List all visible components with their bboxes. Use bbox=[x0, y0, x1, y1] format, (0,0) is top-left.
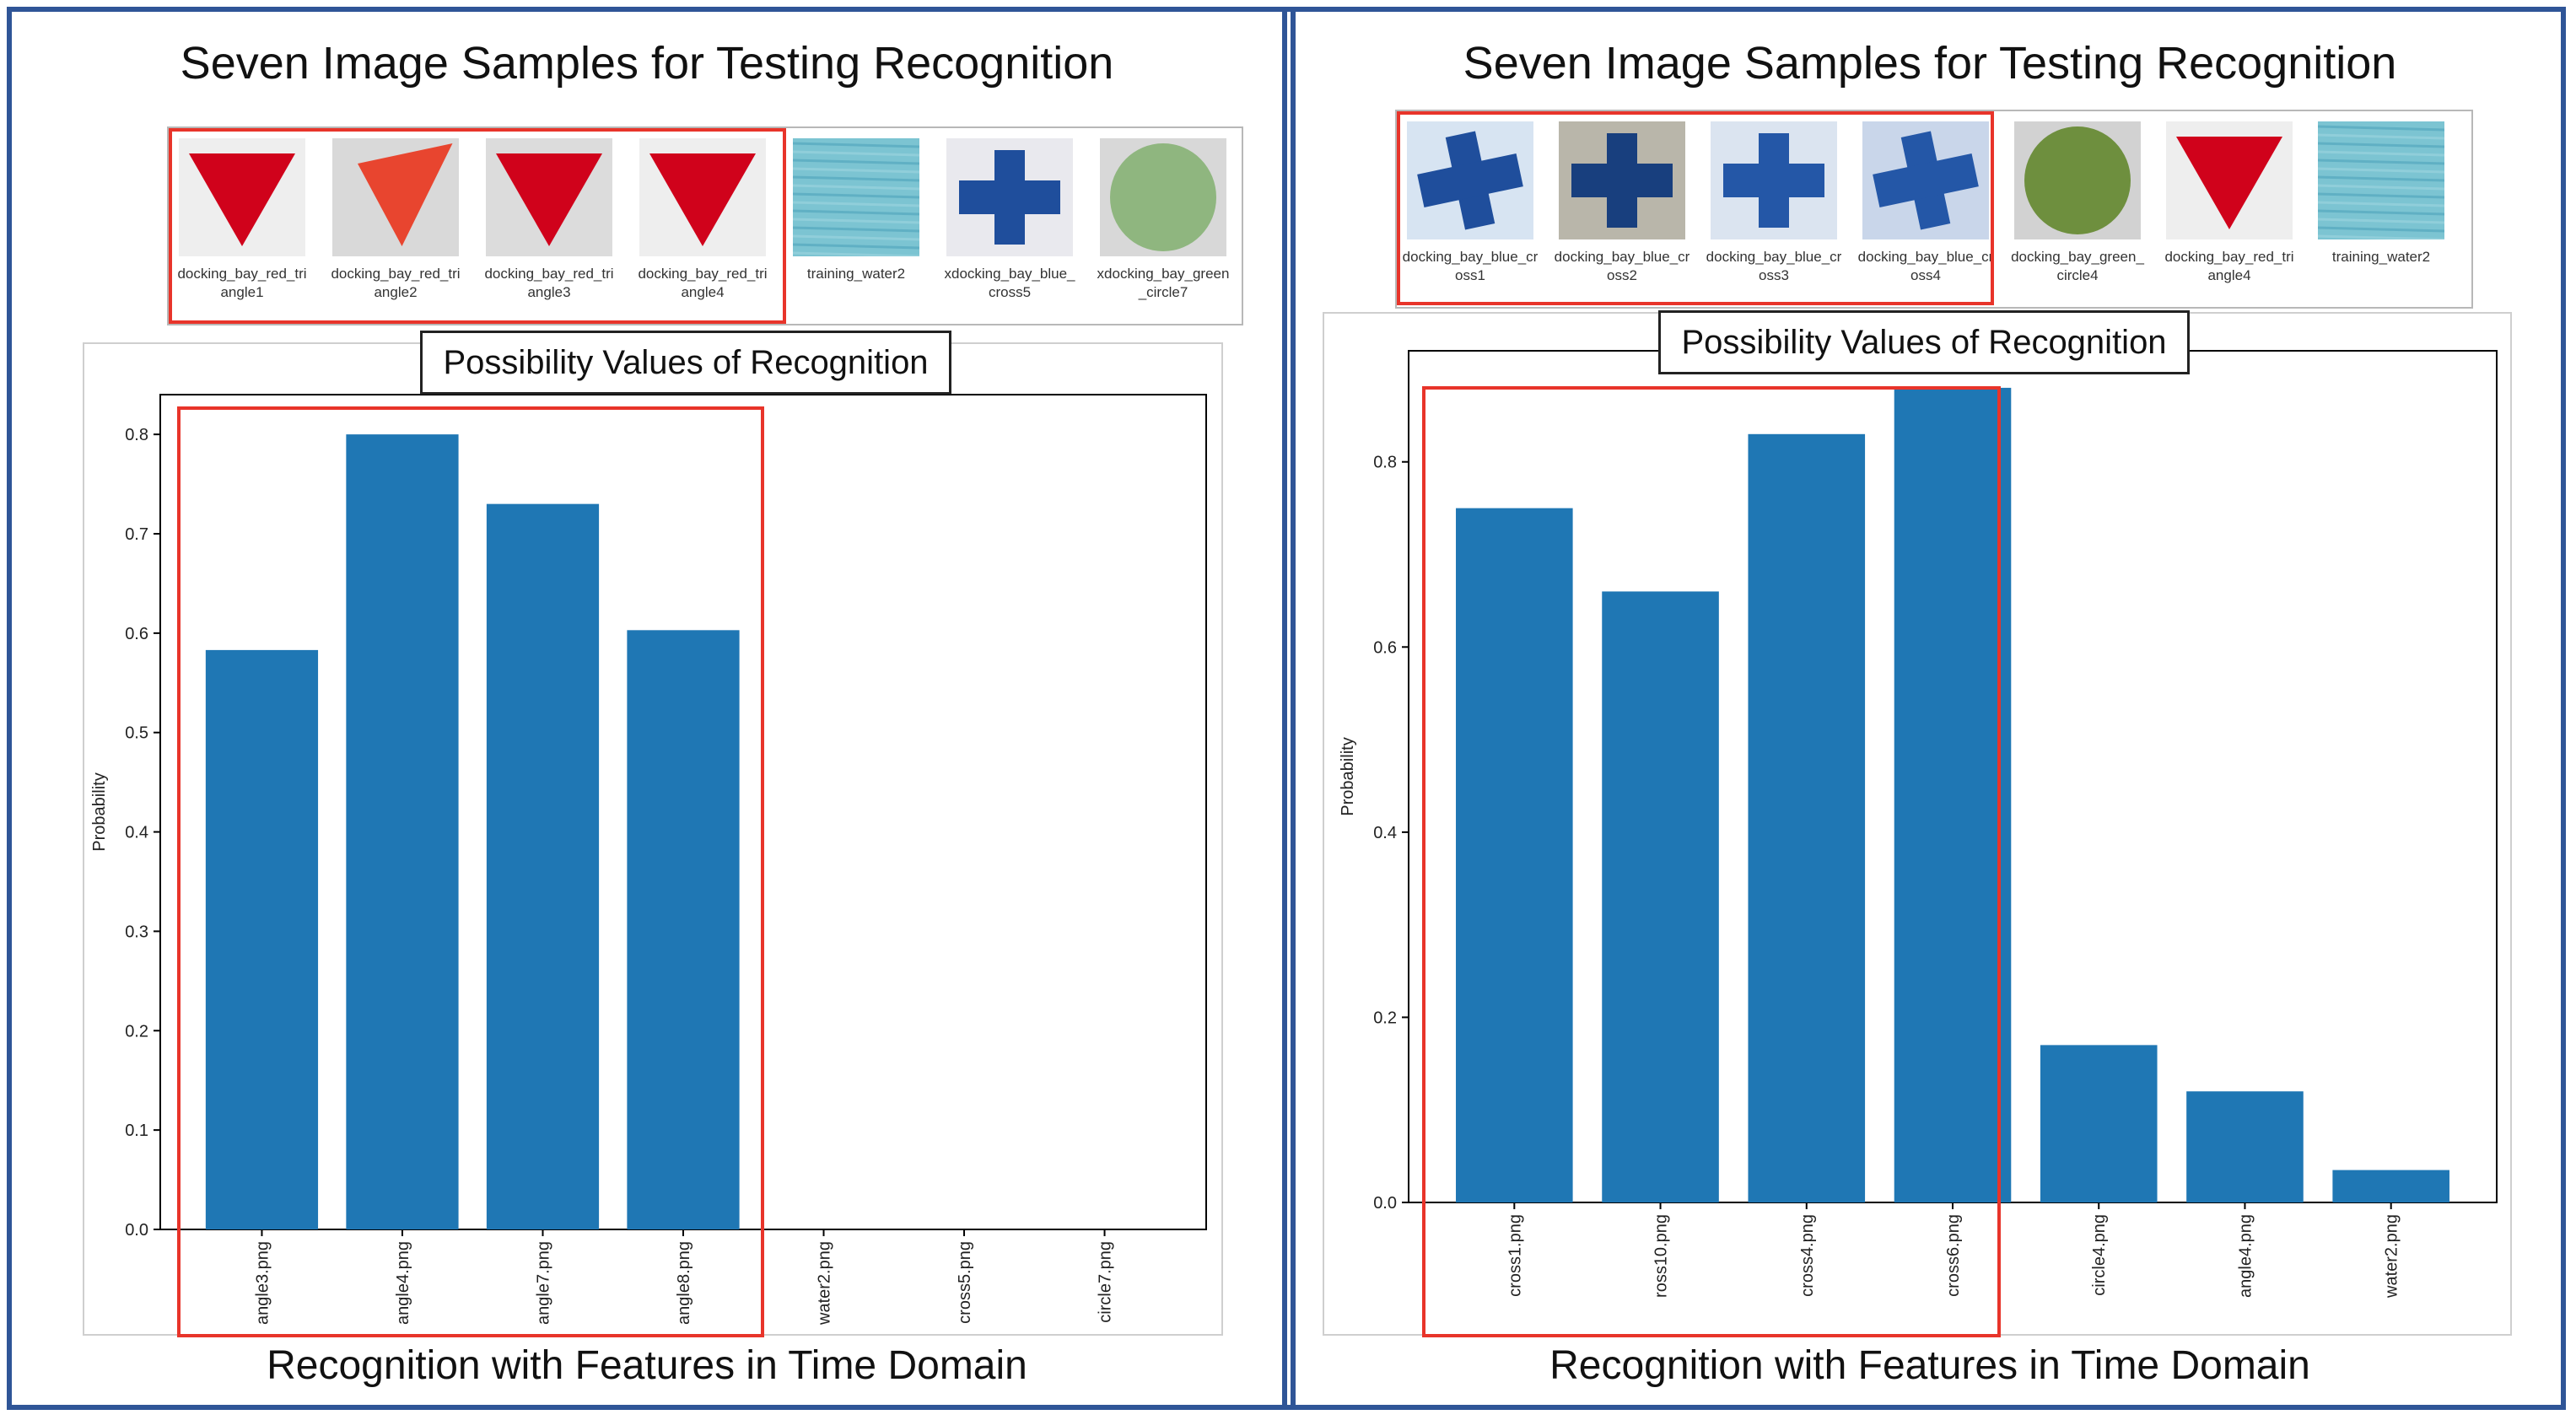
y-tick-label: 0.8 bbox=[1373, 454, 1397, 472]
chart-caption: Recognition with Features in Time Domain bbox=[1549, 1343, 2310, 1388]
sample-label: docking_bay_red_triangle2 bbox=[331, 266, 461, 300]
sample-label: docking_bay_blue_cross2 bbox=[1554, 249, 1690, 283]
circle-sample-image bbox=[2014, 121, 2141, 239]
cross-sample-image bbox=[1407, 121, 1533, 239]
water-sample-image bbox=[793, 138, 919, 256]
bar-chart: 0.0 0.2 0.4 0.6 0.8 Probability cross1.png ross… bbox=[1339, 350, 2498, 1299]
x-tick-label: cross5.png bbox=[956, 1241, 974, 1324]
x-tick-label: ross10.png bbox=[1652, 1214, 1671, 1298]
triangle-sample-image bbox=[332, 138, 459, 256]
bar bbox=[1602, 591, 1719, 1202]
x-tick-label: angle4.png bbox=[394, 1241, 412, 1325]
triangle-sample-image bbox=[179, 138, 305, 256]
right-panel: Seven Image Samples for Testing Recognit… bbox=[1296, 12, 2564, 1405]
sample-label: docking_bay_red_triangle3 bbox=[484, 266, 614, 300]
chart-title: Possibility Values of Recognition bbox=[1658, 310, 2190, 374]
y-tick-label: 0.0 bbox=[1373, 1194, 1397, 1213]
bar bbox=[1748, 433, 1866, 1202]
bar bbox=[1894, 387, 2012, 1202]
cross-sample-image bbox=[1862, 121, 1989, 239]
water-sample-image bbox=[2318, 121, 2444, 239]
x-tick-label: water2.png bbox=[2383, 1214, 2401, 1299]
sample-strip: docking_bay_red_triangle1 docking_bay_red… bbox=[167, 126, 1243, 325]
chart-caption: Recognition with Features in Time Domain bbox=[267, 1343, 1027, 1388]
sample-thumbnail: docking_bay_red_triangle4 bbox=[2164, 121, 2294, 299]
sample-label: xdocking_bay_green_circle7 bbox=[1097, 266, 1230, 300]
y-tick-label: 0.1 bbox=[125, 1121, 148, 1140]
sample-label: docking_bay_blue_cross3 bbox=[1706, 249, 1842, 283]
y-tick-label: 0.2 bbox=[125, 1022, 148, 1041]
sample-thumbnail: training_water2 bbox=[793, 138, 919, 315]
sample-thumbnail: docking_bay_red_triangle3 bbox=[484, 138, 614, 315]
sample-thumbnail: docking_bay_blue_cross4 bbox=[1858, 121, 1993, 299]
bar bbox=[1456, 508, 1573, 1202]
sample-thumbnail: docking_bay_green_circle4 bbox=[2011, 121, 2144, 299]
y-tick-label: 0.4 bbox=[1373, 824, 1397, 842]
sample-thumbnail: xdocking_bay_blue_cross5 bbox=[944, 138, 1075, 315]
chart-title: Possibility Values of Recognition bbox=[420, 331, 951, 395]
sample-thumbnail: xdocking_bay_green_circle7 bbox=[1097, 138, 1229, 315]
y-tick-label: 0.6 bbox=[125, 625, 148, 643]
y-tick-label: 0.6 bbox=[1373, 638, 1397, 657]
sample-label: docking_bay_red_triangle4 bbox=[638, 266, 768, 300]
x-tick-label: cross4.png bbox=[1798, 1214, 1817, 1297]
x-tick-label: water2.png bbox=[816, 1241, 834, 1326]
left-panel: Seven Image Samples for Testing Recognit… bbox=[12, 12, 1282, 1405]
sample-label: docking_bay_green_circle4 bbox=[2011, 249, 2144, 283]
sample-thumbnail: docking_bay_red_triangle2 bbox=[331, 138, 461, 315]
triangle-sample-image bbox=[486, 138, 612, 256]
x-tick-label: cross6.png bbox=[1944, 1214, 1963, 1297]
cross-sample-image bbox=[946, 138, 1073, 256]
sample-thumbnail: docking_bay_red_triangle1 bbox=[177, 138, 307, 315]
circle-sample-image bbox=[1100, 138, 1226, 256]
bar bbox=[205, 649, 319, 1229]
triangle-sample-image bbox=[2166, 121, 2293, 239]
triangle-sample-image bbox=[639, 138, 766, 256]
cross-sample-image bbox=[1559, 121, 1685, 239]
bar-chart: 0.0 0.1 0.2 0.3 0.4 0.5 0.6 0.7 0.8 Probability an… bbox=[90, 394, 1207, 1326]
bar bbox=[2040, 1045, 2158, 1202]
sample-strip: docking_bay_blue_cross1 docking_bay_blue_… bbox=[1395, 110, 2473, 309]
sample-thumbnail: docking_bay_blue_cross1 bbox=[1403, 121, 1538, 299]
bar bbox=[2186, 1091, 2304, 1202]
panel-title: Seven Image Samples for Testing Recognit… bbox=[1463, 38, 2397, 89]
y-tick-label: 0.7 bbox=[125, 525, 148, 544]
panel-title: Seven Image Samples for Testing Recognit… bbox=[180, 38, 1114, 89]
sample-thumbnail: docking_bay_blue_cross3 bbox=[1706, 121, 1841, 299]
bar bbox=[627, 630, 740, 1229]
x-tick-label: circle4.png bbox=[2090, 1214, 2109, 1296]
sample-label: training_water2 bbox=[2331, 249, 2431, 265]
y-tick-label: 0.5 bbox=[125, 724, 148, 743]
x-tick-label: circle7.png bbox=[1097, 1241, 1115, 1323]
y-tick-label: 0.3 bbox=[125, 922, 148, 941]
y-tick-label: 0.2 bbox=[1373, 1009, 1397, 1027]
y-tick-label: 0.8 bbox=[125, 426, 148, 444]
bar bbox=[346, 434, 459, 1229]
x-tick-label: angle7.png bbox=[534, 1241, 552, 1325]
x-tick-label: angle8.png bbox=[675, 1241, 693, 1325]
chart-frame: 0.0 0.1 0.2 0.3 0.4 0.5 0.6 0.7 0.8 Probability an… bbox=[83, 342, 1223, 1336]
sample-label: docking_bay_red_triangle4 bbox=[2164, 249, 2294, 283]
cross-sample-image bbox=[1711, 121, 1837, 239]
sample-thumbnail: docking_bay_blue_cross2 bbox=[1555, 121, 1689, 299]
sample-thumbnail: training_water2 bbox=[2318, 121, 2444, 299]
x-tick-label: angle4.png bbox=[2236, 1214, 2255, 1298]
sample-label: docking_bay_blue_cross4 bbox=[1857, 249, 1994, 283]
x-tick-label: cross1.png bbox=[1506, 1214, 1524, 1297]
sample-label: docking_bay_blue_cross1 bbox=[1402, 249, 1539, 283]
y-tick-label: 0.0 bbox=[125, 1221, 148, 1240]
sample-label: docking_bay_red_triangle1 bbox=[177, 266, 307, 300]
y-axis-label: Probability bbox=[1339, 737, 1357, 815]
sample-label: xdocking_bay_blue_cross5 bbox=[944, 266, 1075, 300]
bar bbox=[2332, 1170, 2449, 1202]
sample-label: training_water2 bbox=[806, 266, 906, 282]
panel-divider bbox=[1282, 12, 1296, 1405]
sample-thumbnail: docking_bay_red_triangle4 bbox=[638, 138, 768, 315]
chart-frame: 0.0 0.2 0.4 0.6 0.8 Probability cross1.png ross… bbox=[1323, 312, 2512, 1336]
bar bbox=[486, 503, 600, 1229]
x-tick-label: angle3.png bbox=[253, 1241, 272, 1325]
y-axis-label: Probability bbox=[90, 772, 109, 851]
y-tick-label: 0.4 bbox=[125, 824, 148, 842]
